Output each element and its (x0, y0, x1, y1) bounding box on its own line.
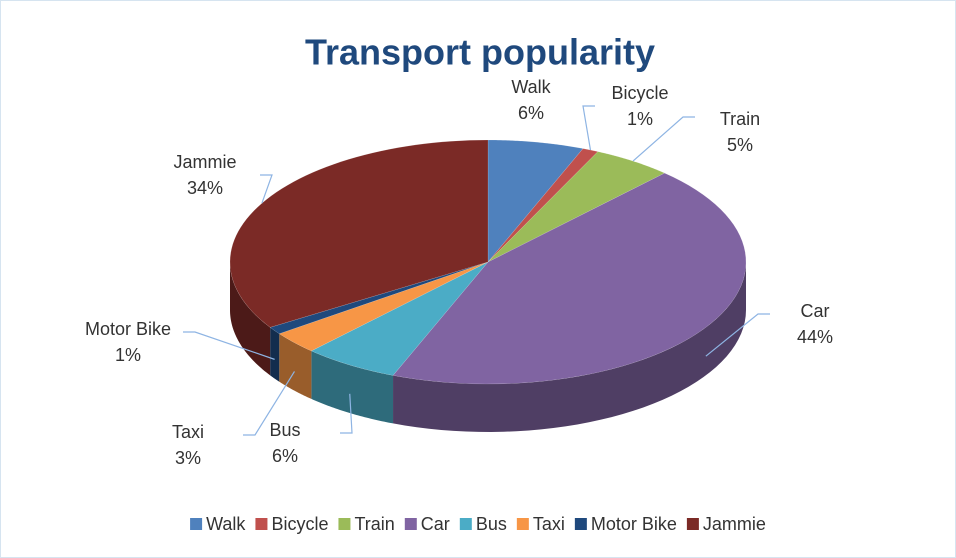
slice (392, 172, 747, 385)
legend-label: Train (354, 514, 394, 534)
legend-swatch (255, 518, 268, 530)
slice (487, 139, 584, 263)
data-label-value: 6% (518, 103, 544, 123)
data-label-value: 6% (272, 446, 298, 466)
pie-tops (229, 139, 747, 385)
data-label-name: Bicycle (611, 83, 668, 103)
legend-label: Walk (206, 514, 246, 534)
data-label-value: 44% (797, 327, 833, 347)
legend-item: Walk (190, 514, 246, 534)
legend-label: Jammie (703, 514, 766, 534)
leader-line (183, 331, 275, 360)
leader-line (632, 116, 695, 162)
data-labels: Walk 6% Bicycle 1% Train 5% Car 44% Bus 6% Taxi 3% M… (85, 77, 833, 468)
data-label-name: Taxi (172, 422, 204, 442)
data-label-value: 1% (627, 109, 653, 129)
legend-swatch (686, 518, 699, 530)
legend-swatch (190, 518, 203, 530)
legend-label: Car (421, 514, 450, 534)
legend-item: Car (404, 514, 450, 534)
legend-label: Motor Bike (591, 514, 677, 534)
data-label-value: 5% (727, 135, 753, 155)
legend: Walk Bicycle Train Car Bus Taxi Motor Bike Jamm… (190, 514, 766, 534)
legend-swatch (338, 518, 351, 530)
slice-side (393, 262, 746, 432)
leader-line (260, 174, 273, 204)
legend-item: Bus (459, 514, 507, 534)
slice (487, 148, 599, 263)
leader-line (582, 105, 595, 151)
legend-label: Bicycle (271, 514, 328, 534)
data-label-name: Train (720, 109, 760, 129)
data-label-name: Car (800, 301, 829, 321)
leader-line (243, 371, 295, 436)
chart-title: Transport popularity (305, 32, 655, 73)
legend-item: Bicycle (255, 514, 328, 534)
data-label-value: 1% (115, 345, 141, 365)
legend-swatch (459, 518, 472, 530)
slice-side (230, 262, 271, 376)
slice (278, 261, 489, 352)
data-label-name: Jammie (173, 152, 236, 172)
data-label-name: Motor Bike (85, 319, 171, 339)
legend-item: Motor Bike (574, 514, 677, 534)
legend-swatch (516, 518, 529, 530)
legend-item: Train (338, 514, 395, 534)
slice-side (270, 327, 280, 382)
data-label-value: 3% (175, 448, 201, 468)
slice (310, 261, 489, 376)
data-label-name: Bus (269, 420, 300, 440)
legend-swatch (574, 518, 587, 530)
legend-swatch (404, 518, 417, 530)
legend-item: Jammie (686, 514, 766, 534)
data-label-value: 34% (187, 178, 223, 198)
leader-line (340, 393, 353, 434)
legend-item: Taxi (516, 514, 565, 534)
leader-line (705, 313, 770, 357)
data-label-name: Walk (511, 77, 551, 97)
legend-label: Bus (476, 514, 507, 534)
slice (269, 261, 489, 334)
slice-side (311, 350, 394, 424)
pie-sides (230, 262, 746, 432)
legend-label: Taxi (533, 514, 565, 534)
